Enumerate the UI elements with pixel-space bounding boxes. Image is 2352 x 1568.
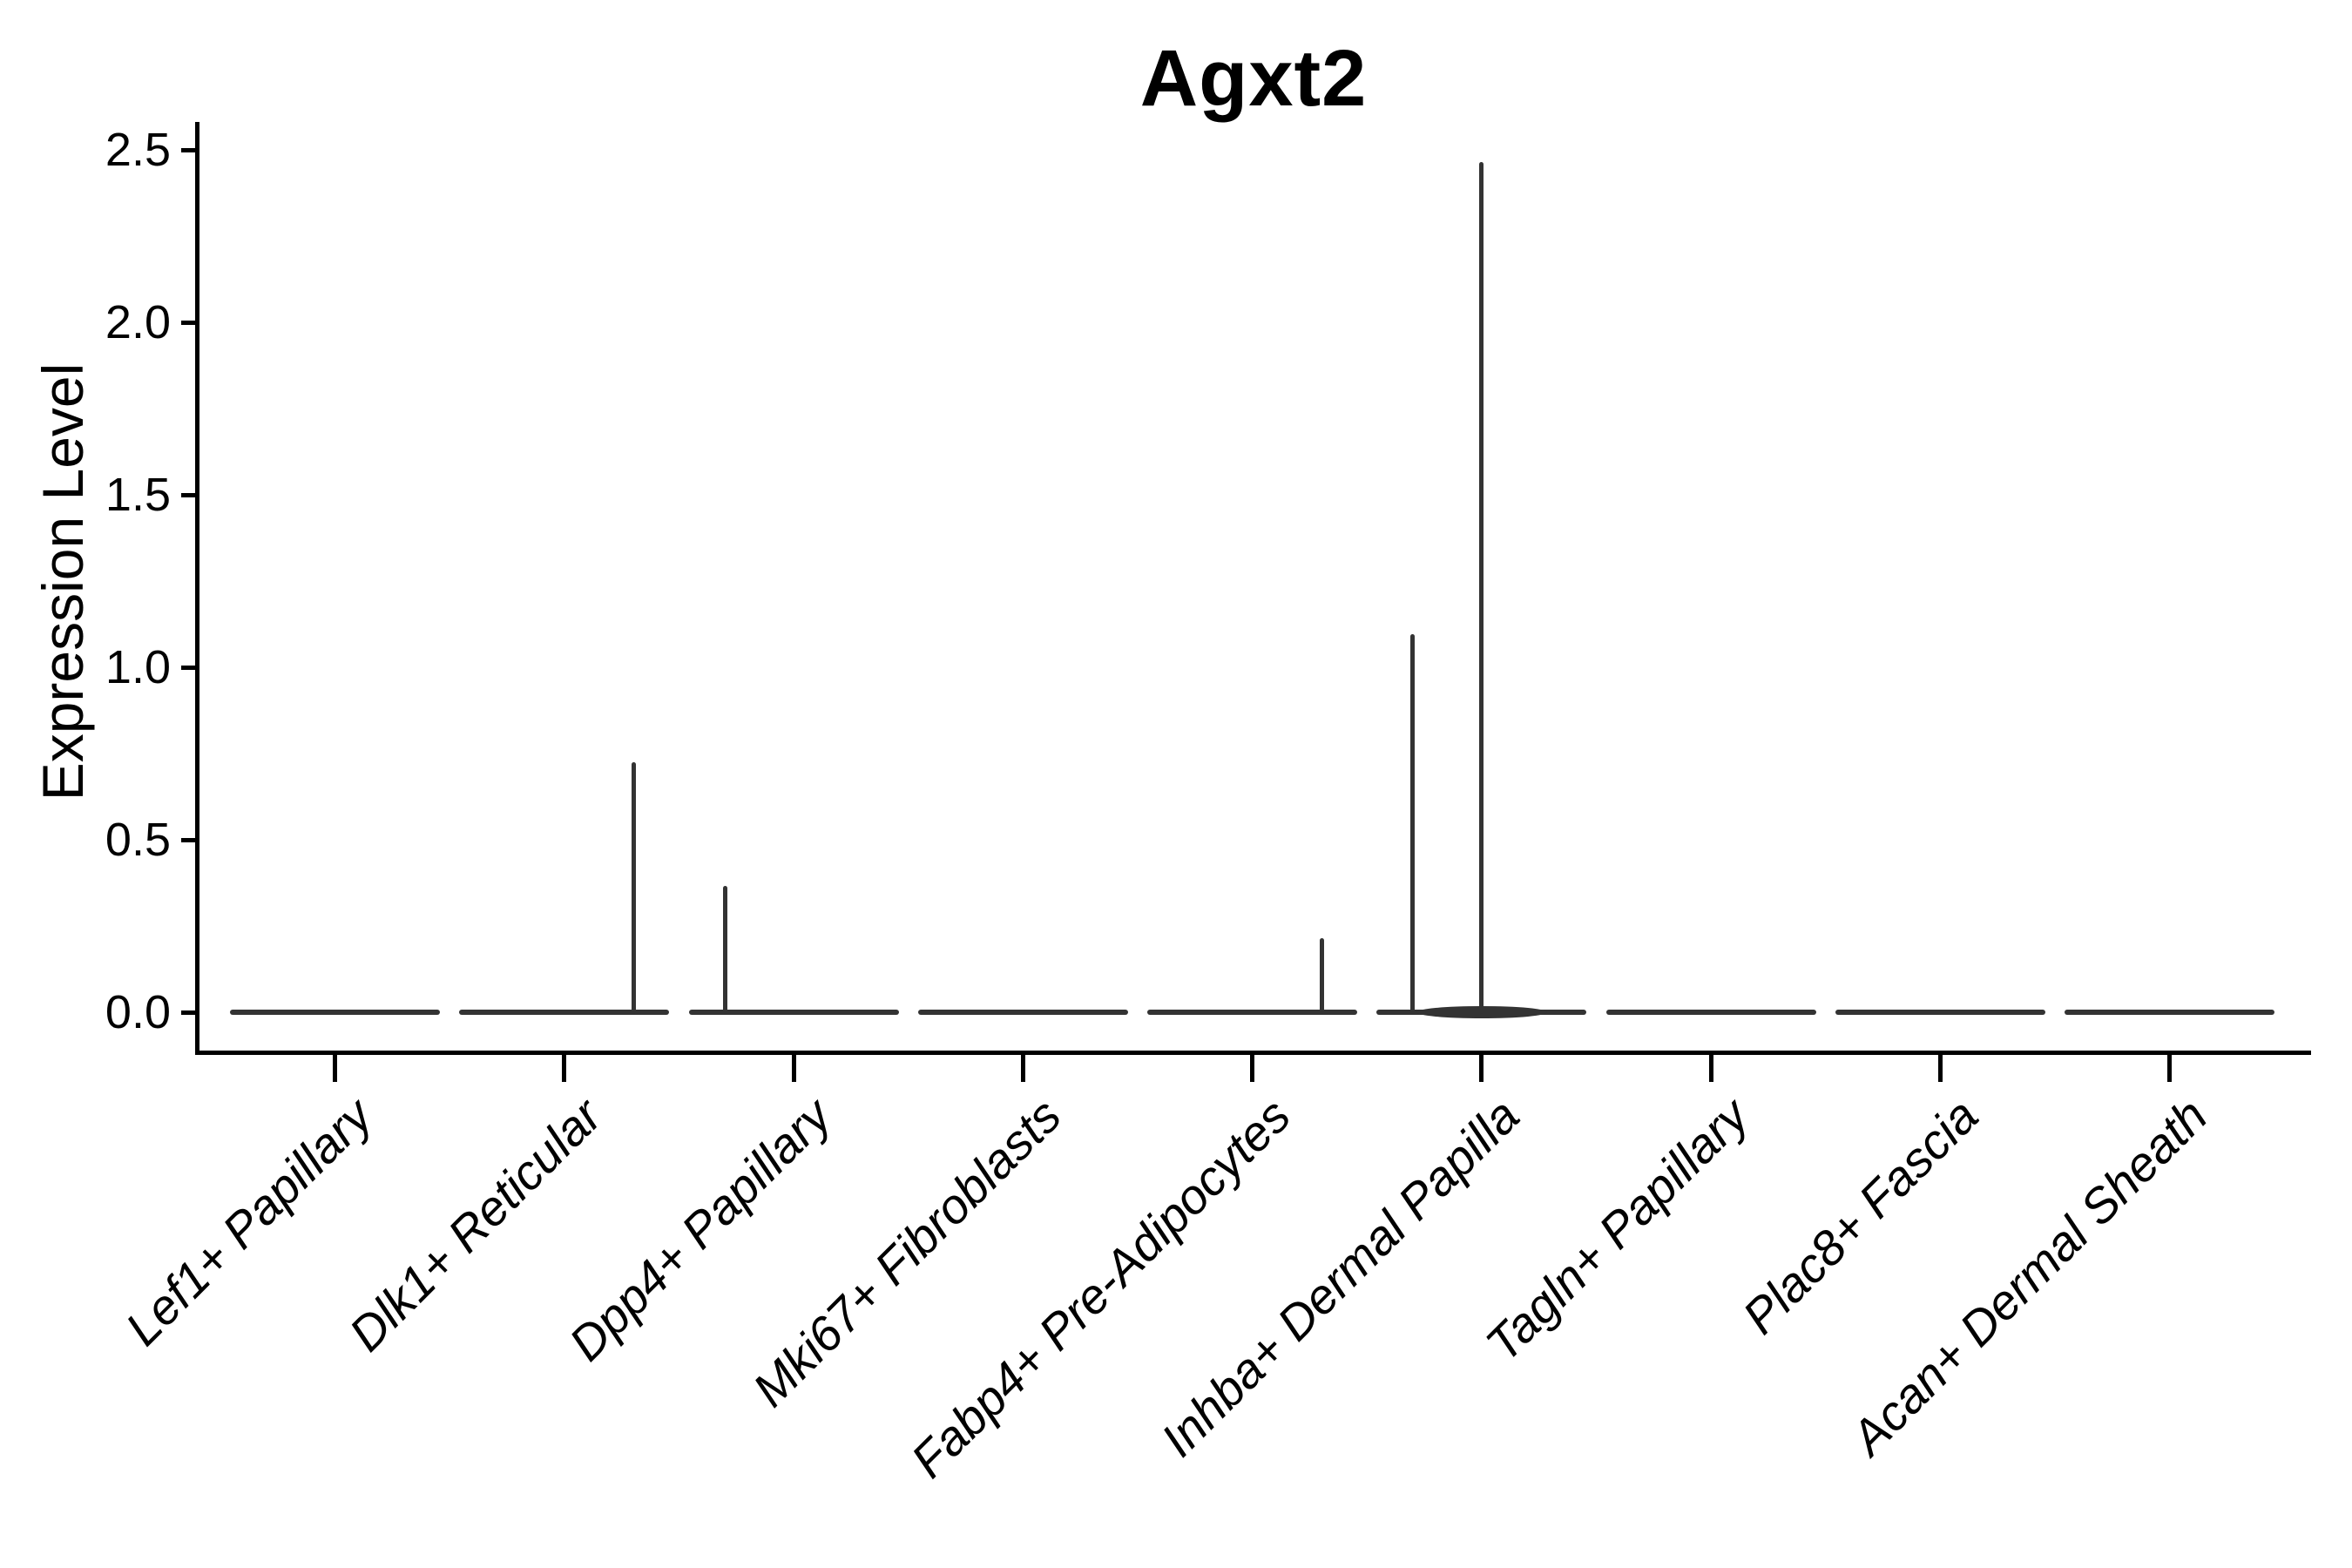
- x-axis-tick: [1020, 1052, 1025, 1082]
- violin-baseline: [917, 1010, 1128, 1015]
- y-axis-tick: [181, 492, 195, 497]
- y-axis-tick: [181, 147, 195, 152]
- y-tick-label: 1.5: [105, 469, 171, 521]
- violin-baseline: [688, 1010, 899, 1015]
- y-axis-tick: [181, 1010, 195, 1015]
- x-axis-tick: [1479, 1052, 1484, 1082]
- violin-baseline: [1835, 1010, 2045, 1015]
- violin-baseline: [2065, 1010, 2274, 1015]
- x-axis-tick: [2167, 1052, 2172, 1082]
- x-axis-tick: [1708, 1052, 1713, 1082]
- violin-baseline: [1147, 1010, 1357, 1015]
- plot-title: Agxt2: [1139, 34, 1368, 123]
- y-tick-label: 0.5: [105, 814, 171, 866]
- y-axis-tick: [181, 320, 195, 325]
- y-axis-tick: [181, 665, 195, 670]
- violin-baseline: [230, 1010, 440, 1015]
- y-axis-label: Expression Level: [30, 362, 95, 801]
- violin-spike: [1479, 161, 1484, 1014]
- x-axis-tick: [1937, 1052, 1943, 1082]
- x-tick-label: Plac8+ Fascia: [1732, 1087, 1989, 1345]
- y-tick-label: 2.5: [105, 124, 171, 176]
- y-axis-tick: [181, 837, 195, 842]
- y-tick-label: 0.0: [105, 986, 171, 1038]
- violin-spike: [631, 761, 636, 1014]
- y-tick-label: 2.0: [105, 296, 171, 348]
- x-axis-tick: [1250, 1052, 1254, 1082]
- x-axis-tick: [562, 1052, 567, 1082]
- x-tick-label: Fabp4+ Pre-Adipocytes: [900, 1087, 1301, 1489]
- y-tick-label: 1.0: [105, 641, 171, 693]
- violin-spike: [723, 886, 728, 1014]
- violin-spike: [1409, 634, 1415, 1014]
- y-axis-spine: [195, 122, 199, 1055]
- x-axis-tick: [333, 1052, 337, 1082]
- x-axis-tick: [791, 1052, 796, 1082]
- violin-baseline: [1605, 1010, 1816, 1015]
- violin-spike: [1319, 937, 1324, 1014]
- violin-baseline: [459, 1010, 670, 1015]
